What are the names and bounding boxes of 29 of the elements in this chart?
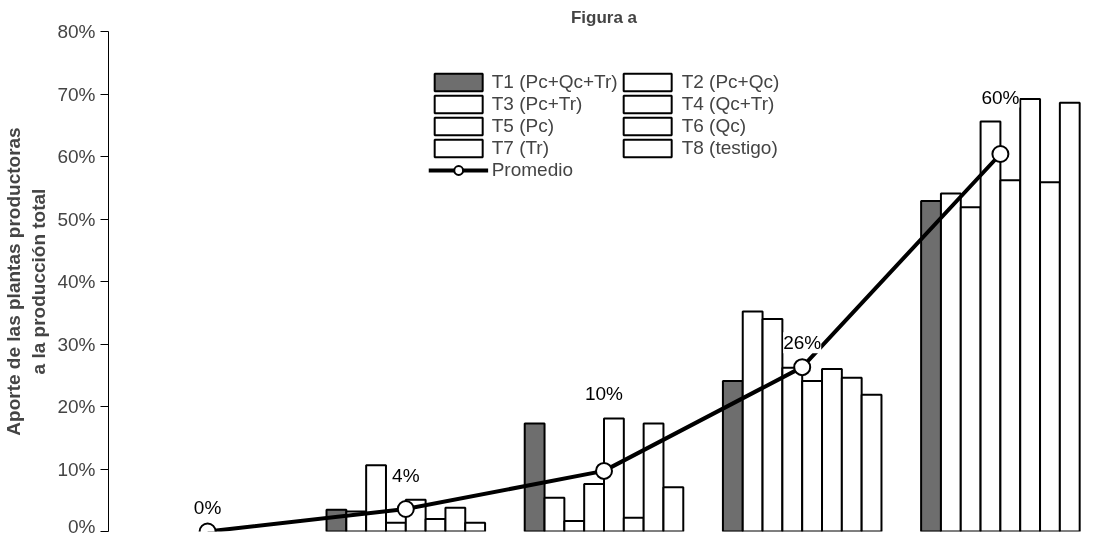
y-tick-label: 60% xyxy=(57,146,96,167)
data-label: 10% xyxy=(584,383,624,405)
data-label: 4% xyxy=(392,464,420,486)
legend-label: Promedio xyxy=(491,159,574,181)
legend-label: T1 (Pc+Qc+Tr) xyxy=(491,71,618,93)
y-tick-label: 80% xyxy=(57,21,96,42)
y-tick-label: 40% xyxy=(57,271,96,292)
legend-label: T5 (Pc) xyxy=(491,115,554,137)
chart-title: Figura a xyxy=(570,7,638,27)
y-tick-label: 30% xyxy=(57,333,96,355)
legend-label: T8 (testigo) xyxy=(681,137,778,159)
legend-label: T3 (Pc+Tr) xyxy=(491,93,583,115)
legend-label: T4 (Qc+Tr) xyxy=(681,93,775,115)
point xyxy=(991,145,1010,163)
y-axis-title: Aporte de las plantas productoras a la producción total xyxy=(3,127,50,436)
data-label: 26% xyxy=(783,332,822,354)
y-tick-label: 20% xyxy=(57,396,96,417)
point xyxy=(396,500,415,518)
y-tick-label: 10% xyxy=(57,458,96,480)
legend-label: T7 (Tr) xyxy=(491,137,550,159)
point xyxy=(595,461,613,480)
y-tick-label: 70% xyxy=(57,83,96,105)
y-tick-label: 0% xyxy=(68,515,96,536)
point xyxy=(793,358,812,377)
legend-label: T6 (Qc) xyxy=(681,115,747,137)
y-tick-label: 50% xyxy=(57,208,96,230)
data-label: 0% xyxy=(193,496,222,518)
legend-label: T2 (Pc+Qc) xyxy=(681,71,780,93)
data-label: 60% xyxy=(981,86,1020,108)
